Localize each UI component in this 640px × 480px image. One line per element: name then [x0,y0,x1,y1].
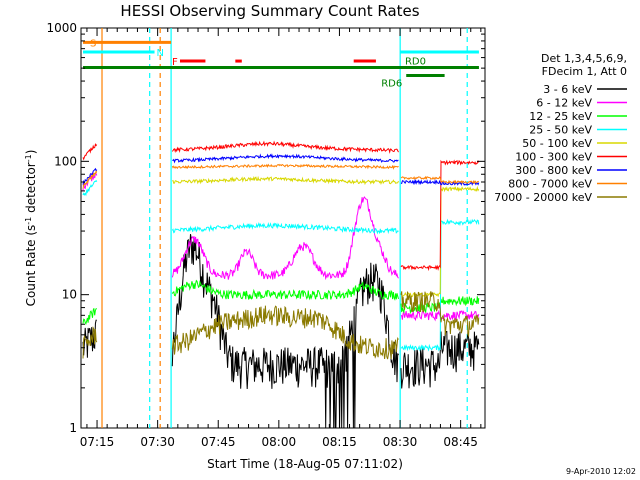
series-line [171,196,399,281]
series-line [400,175,480,185]
x-axis-title: Start Time (18-Aug-05 07:11:02) [207,457,403,471]
x-tick-label: 07:15 [80,435,115,449]
series-line [172,175,399,186]
legend-label: 25 - 50 keV [529,124,592,137]
y-tick-label: 1 [69,421,77,435]
series-line [400,331,480,389]
legend-header-line-1: Det 1,3,4,5,6,9, [541,52,627,65]
series-line [400,309,480,322]
series-line [400,291,480,338]
series-line [171,222,399,235]
legend-label: 100 - 300 keV [515,151,592,164]
flag-label: N [157,48,164,59]
x-tick-label: 07:45 [201,435,236,449]
legend-label: 300 - 800 keV [515,164,592,177]
y-tick-label: 100 [54,154,77,168]
series-line [171,163,399,170]
series-line [171,279,399,301]
legend-label: 3 - 6 keV [543,83,592,96]
y-tick-label: 1000 [46,21,77,35]
flag-label: RD0 [405,57,426,68]
series-line [82,319,97,358]
flag-label: RD6 [381,79,402,90]
flag-label: S [90,38,96,49]
x-tick-label: 08:45 [443,435,478,449]
legend-label: 50 - 100 keV [522,137,592,150]
series-line [82,142,98,161]
series-line [82,308,97,325]
series-line [172,153,399,164]
y-axis-title: Count Rate (s-1 detector-1) [24,150,38,307]
y-tick-label: 10 [62,288,77,302]
series-line [400,218,480,352]
series-line [82,167,98,185]
series-line [82,179,98,197]
x-axis: 07:15 07:30 07:45 08:00 08:15 08:30 08:45 [80,28,482,449]
legend-header-line-2: FDecim 1, Att 0 [542,65,627,78]
x-tick-label: 07:30 [140,435,175,449]
series-line [400,178,480,187]
series-line [171,140,399,154]
legend-label: 6 - 12 keV [536,97,592,110]
footer-date: 9-Apr-2010 12:02 [566,467,636,476]
series-line [82,325,98,359]
x-tick-label: 08:15 [322,435,357,449]
series-line [400,159,480,272]
y-axis: 1 10 100 1000 [46,21,485,435]
series-line [82,170,98,187]
legend: Det 1,3,4,5,6,9, FDecim 1, Att 0 3 - 6 k… [494,52,627,204]
series-line [171,305,399,360]
data-series [82,140,480,429]
x-tick-label: 08:30 [383,435,418,449]
legend-label: 7000 - 20000 keV [494,191,592,204]
legend-label: 800 - 7000 keV [508,178,592,191]
x-tick-label: 08:00 [262,435,297,449]
series-line [400,185,480,298]
legend-label: 12 - 25 keV [529,110,592,123]
series-line [171,234,399,429]
flag-label: F [172,57,178,68]
plot-frame [80,27,486,429]
time-markers [101,28,468,428]
chart-title: HESSI Observing Summary Count Rates [120,2,419,20]
